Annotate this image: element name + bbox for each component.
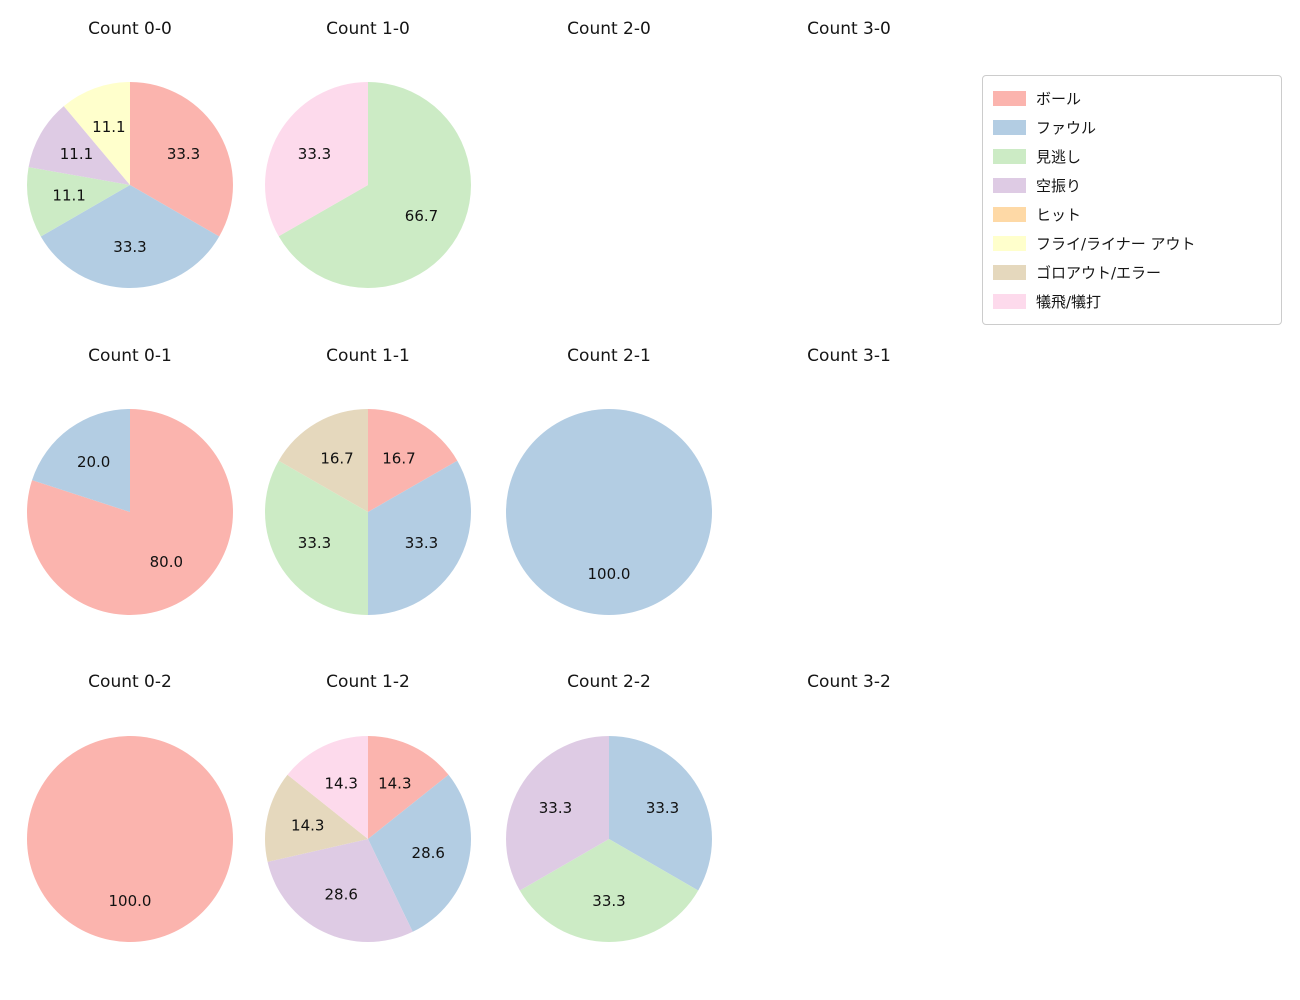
chart-title-count-2-0: Count 2-0 [567, 19, 651, 39]
pie-slice-percentage-label: 33.3 [298, 145, 331, 163]
pie-slice [265, 82, 368, 237]
pie-slice-percentage-label: 16.7 [320, 450, 353, 468]
chart-title-count-0-2: Count 0-2 [88, 672, 172, 692]
pie-chart-count-2-2: 33.3 33.3 33.3 [506, 736, 712, 942]
pie-slice-percentage-label: 14.3 [324, 774, 357, 792]
pie-chart-count-1-2: 14.3 28.6 28.6 14.3 14.3 [264, 736, 472, 943]
chart-title-count-2-1: Count 2-1 [567, 346, 651, 366]
chart-title-count-1-0: Count 1-0 [326, 19, 410, 39]
pie-slice [278, 82, 472, 288]
pie-slice [40, 185, 220, 288]
pie-slice [368, 774, 472, 932]
pie-slice [26, 409, 233, 615]
pie-slice-percentage-label: 11.1 [60, 145, 93, 163]
pie-slice [27, 736, 233, 942]
legend-color-swatch [993, 294, 1026, 309]
pie-slice [130, 82, 233, 237]
legend-item: 見逃し [993, 142, 1271, 171]
pie-slice-percentage-label: 66.7 [405, 207, 438, 225]
legend-item: フライ/ライナー アウト [993, 229, 1271, 258]
pie-slice [519, 839, 699, 942]
legend-item-label: ヒット [1036, 206, 1082, 224]
pie-slice-percentage-label: 11.1 [52, 187, 85, 205]
pie-slice [264, 774, 368, 862]
chart-title-count-3-2: Count 3-2 [807, 672, 891, 692]
legend-item-label: 空振り [1036, 177, 1082, 195]
pie-slice-percentage-label: 16.7 [382, 450, 415, 468]
legend-item: ボール [993, 84, 1271, 113]
pie-slice-percentage-label: 33.3 [592, 892, 625, 910]
legend-color-swatch [993, 120, 1026, 135]
pie-slice-percentage-label: 14.3 [291, 816, 324, 834]
pie-slice-percentage-label: 33.3 [113, 238, 146, 256]
legend-color-swatch [993, 207, 1026, 222]
pie-chart-count-0-1: 80.0 20.0 [26, 409, 233, 615]
legend-item-label: ファウル [1036, 119, 1097, 137]
pie-slice-percentage-label: 33.3 [405, 534, 438, 552]
pie-slice-percentage-label: 28.6 [412, 844, 445, 862]
legend-color-swatch [993, 265, 1026, 280]
pie-slice [506, 409, 712, 615]
pie-slice [63, 82, 130, 185]
pie-slice [368, 460, 471, 615]
pie-slice-percentage-label: 20.0 [77, 453, 110, 471]
pie-slice [609, 736, 712, 891]
pie-slice-percentage-label: 28.6 [324, 886, 357, 904]
pie-slice-percentage-label: 100.0 [109, 892, 152, 910]
pie-slice-percentage-label: 33.3 [167, 145, 200, 163]
legend-item-label: 見逃し [1036, 148, 1082, 166]
legend-item-label: フライ/ライナー アウト [1036, 235, 1196, 253]
pie-slice [267, 839, 413, 943]
pie-slice [28, 106, 131, 185]
pie-slice-percentage-label: 33.3 [539, 799, 572, 817]
chart-title-count-1-2: Count 1-2 [326, 672, 410, 692]
pie-chart-count-2-1: 100.0 [506, 409, 712, 615]
pie-slice-percentage-label: 100.0 [588, 565, 631, 583]
pie-slice-percentage-label: 11.1 [92, 118, 125, 136]
pie-slice [278, 409, 368, 512]
legend: ボール ファウル 見逃し 空振り ヒット フライ/ライナー アウト ゴロアウト/… [982, 75, 1282, 325]
chart-title-count-3-0: Count 3-0 [807, 19, 891, 39]
legend-item: ゴロアウト/エラー [993, 258, 1271, 287]
legend-item: 犠飛/犠打 [993, 287, 1271, 316]
pie-slice [32, 409, 130, 512]
chart-title-count-3-1: Count 3-1 [807, 346, 891, 366]
pie-slice [26, 167, 130, 237]
legend-color-swatch [993, 149, 1026, 164]
legend-item-label: 犠飛/犠打 [1036, 293, 1102, 311]
legend-item-label: ゴロアウト/エラー [1036, 264, 1162, 282]
pie-slice [287, 736, 368, 839]
pie-slice [265, 460, 368, 615]
pie-slice-percentage-label: 33.3 [646, 799, 679, 817]
legend-item: ファウル [993, 113, 1271, 142]
chart-title-count-0-1: Count 0-1 [88, 346, 172, 366]
pie-chart-count-1-0: 66.7 33.3 [265, 82, 472, 288]
legend-item: ヒット [993, 200, 1271, 229]
chart-title-count-0-0: Count 0-0 [88, 19, 172, 39]
pie-slice [368, 409, 458, 512]
pie-chart-count-0-2: 100.0 [27, 736, 233, 942]
legend-color-swatch [993, 91, 1026, 106]
legend-color-swatch [993, 236, 1026, 251]
pie-slice [506, 736, 609, 891]
pie-slice-percentage-label: 33.3 [298, 534, 331, 552]
chart-title-count-2-2: Count 2-2 [567, 672, 651, 692]
legend-color-swatch [993, 178, 1026, 193]
legend-item-label: ボール [1036, 90, 1082, 108]
pie-slice-percentage-label: 80.0 [150, 553, 183, 571]
pie-slice [368, 736, 449, 839]
legend-item: 空振り [993, 171, 1271, 200]
pie-chart-count-0-0: 33.3 33.3 11.1 11.1 11.1 [26, 82, 233, 288]
chart-title-count-1-1: Count 1-1 [326, 346, 410, 366]
pie-chart-count-1-1: 16.7 33.3 33.3 16.7 [265, 409, 471, 615]
pie-slice-percentage-label: 14.3 [378, 774, 411, 792]
